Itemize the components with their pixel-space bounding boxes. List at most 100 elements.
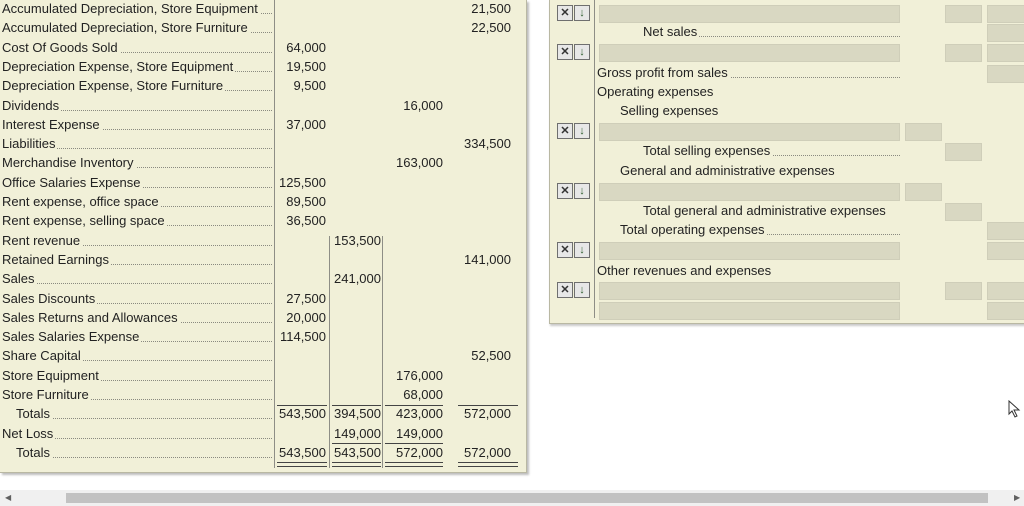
account-name: Cost Of Goods Sold: [2, 38, 272, 57]
table-row: Share Capital 52,500: [0, 346, 524, 365]
scroll-right-icon[interactable]: ▶: [1014, 493, 1021, 502]
amount-cell: 149,000: [334, 425, 381, 441]
amount-input[interactable]: [945, 143, 982, 161]
account-label: Net Loss: [2, 425, 56, 441]
trial-balance-worksheet: Accumulated Depreciation, Store Equipmen…: [0, 0, 527, 473]
amount-input[interactable]: [905, 183, 942, 201]
column-divider: [274, 0, 275, 468]
amount-cell: [276, 0, 326, 18]
row-controls: ✕ ↓: [557, 5, 591, 21]
table-row: Sales Returns and Allowances 20,000: [0, 308, 524, 327]
total-rule: [332, 405, 381, 406]
account-label: Sales Returns and Allowances: [2, 309, 180, 325]
account-label: Share Capital: [2, 348, 83, 364]
leader-dots: [597, 77, 900, 78]
horizontal-scrollbar[interactable]: ◀ ▶: [0, 490, 1024, 506]
amount-input[interactable]: [987, 242, 1024, 260]
move-down-icon[interactable]: ↓: [574, 183, 590, 199]
leader-dots: [2, 437, 272, 439]
amount-cell: 153,500: [334, 232, 381, 248]
statement-label-text: Selling expenses: [620, 103, 721, 118]
account-label: Rent revenue: [2, 232, 83, 248]
amount-cell: [447, 385, 511, 404]
amount-input[interactable]: [987, 222, 1024, 240]
amount-cell: [332, 366, 381, 385]
amount-input[interactable]: [987, 282, 1024, 300]
statement-label-text: Total operating expenses: [620, 222, 767, 237]
move-down-icon[interactable]: ↓: [574, 5, 590, 21]
account-label: Liabilities: [2, 136, 58, 152]
remove-row-icon[interactable]: ✕: [557, 183, 573, 199]
account-select-field[interactable]: [599, 282, 900, 300]
scrollbar-thumb[interactable]: [66, 493, 988, 503]
amount-input[interactable]: [945, 203, 982, 221]
amount-cell: [447, 192, 511, 211]
amount-input[interactable]: [987, 24, 1024, 42]
amount-cell: [332, 57, 381, 76]
statement-label-text: Operating expenses: [597, 84, 716, 99]
scroll-left-icon[interactable]: ◀: [5, 493, 12, 502]
account-select-field[interactable]: [599, 242, 900, 260]
account-name: Rent expense, office space: [2, 192, 272, 211]
statement-label-text: Gross profit from sales: [597, 65, 730, 80]
table-row: Store Furniture 68,000: [0, 385, 524, 404]
remove-row-icon[interactable]: ✕: [557, 242, 573, 258]
table-row: Sales 241,000: [0, 269, 524, 288]
amount-cell: 423,000: [396, 406, 443, 422]
amount-input[interactable]: [987, 302, 1024, 320]
account-select-field[interactable]: [599, 5, 900, 23]
move-down-icon[interactable]: ↓: [574, 123, 590, 139]
control-column-divider: [594, 0, 595, 318]
move-down-icon[interactable]: ↓: [574, 44, 590, 60]
statement-line: ✕ ↓: [550, 43, 1024, 62]
leader-dots: [2, 379, 272, 381]
remove-row-icon[interactable]: ✕: [557, 44, 573, 60]
account-name: Totals: [16, 404, 272, 423]
amount-cell: 52,500: [471, 348, 511, 364]
amount-cell: [332, 327, 381, 346]
amount-cell: [385, 211, 443, 230]
amount-cell: [385, 173, 443, 192]
remove-row-icon[interactable]: ✕: [557, 123, 573, 139]
amount-cell: [447, 424, 511, 443]
amount-cell: [447, 327, 511, 346]
amount-input[interactable]: [905, 123, 942, 141]
total-rule: [385, 462, 443, 467]
leader-dots: [643, 36, 900, 37]
table-row: Retained Earnings 141,000: [0, 250, 524, 269]
amount-cell: [447, 173, 511, 192]
account-name: Dividends: [2, 96, 272, 115]
table-row: Totals 543,500 394,500 423,000 572,000: [0, 404, 524, 423]
amount-cell: [385, 192, 443, 211]
amount-input[interactable]: [987, 5, 1024, 23]
account-select-field[interactable]: [599, 302, 900, 320]
statement-label-text: Total selling expenses: [643, 143, 773, 158]
amount-input[interactable]: [945, 44, 982, 62]
remove-row-icon[interactable]: ✕: [557, 282, 573, 298]
amount-cell: [447, 366, 511, 385]
move-down-icon[interactable]: ↓: [574, 282, 590, 298]
amount-cell: [276, 231, 326, 250]
amount-cell: 16,000: [403, 97, 443, 113]
table-row: Totals 543,500 543,500 572,000 572,000: [0, 443, 524, 462]
leader-dots: [2, 109, 272, 111]
amount-input[interactable]: [945, 282, 982, 300]
amount-input[interactable]: [987, 65, 1024, 83]
account-select-field[interactable]: [599, 123, 900, 141]
account-select-field[interactable]: [599, 44, 900, 62]
account-name: Accumulated Depreciation, Store Furnitur…: [2, 18, 272, 37]
statement-line: Other revenues and expenses: [550, 262, 1024, 280]
amount-cell: [332, 76, 381, 95]
table-row: Rent expense, selling space 36,500: [0, 211, 524, 230]
amount-cell: [385, 231, 443, 250]
move-down-icon[interactable]: ↓: [574, 242, 590, 258]
remove-row-icon[interactable]: ✕: [557, 5, 573, 21]
amount-cell: [332, 96, 381, 115]
amount-input[interactable]: [987, 44, 1024, 62]
amount-input[interactable]: [945, 5, 982, 23]
amount-cell: [447, 115, 511, 134]
amount-cell: 20,000: [286, 309, 326, 325]
account-select-field[interactable]: [599, 183, 900, 201]
statement-line: Total general and administrative expense…: [550, 202, 1024, 221]
account-label: Rent expense, office space: [2, 194, 161, 209]
